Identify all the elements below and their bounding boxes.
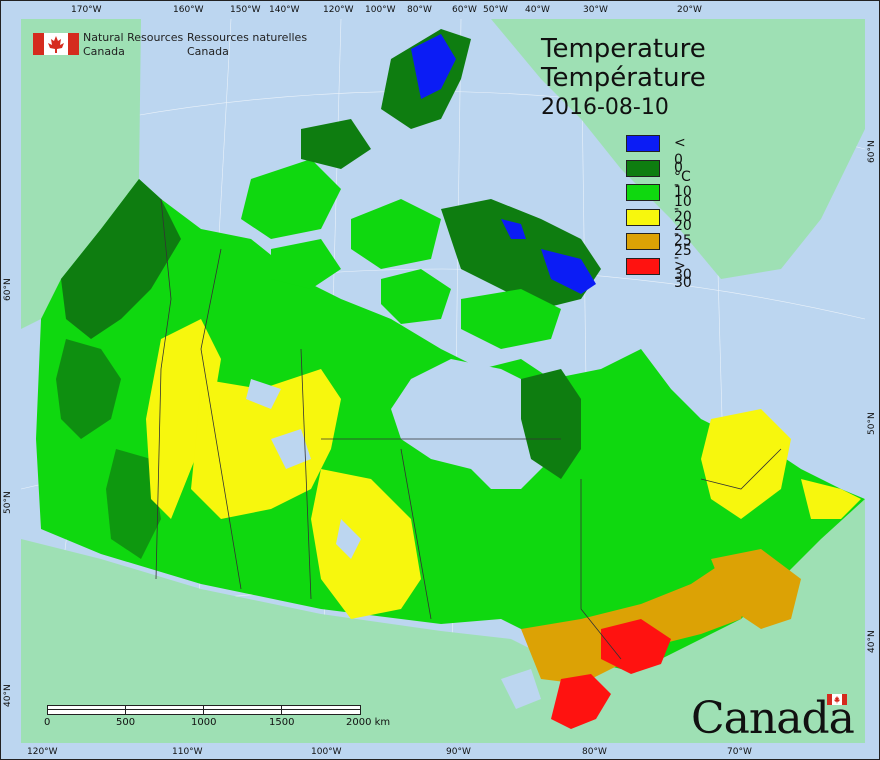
title-date: 2016-08-10 bbox=[541, 95, 669, 120]
alaska-land bbox=[21, 19, 141, 329]
legend-label: 20 - 25 bbox=[674, 208, 692, 259]
scale-label: 500 bbox=[116, 717, 136, 728]
very-hot-red-zones bbox=[551, 619, 671, 729]
map-title: Temperature Température 2016-08-10 bbox=[541, 35, 706, 123]
legend-label: < 0 °C bbox=[674, 135, 691, 185]
scale-segment bbox=[203, 705, 282, 715]
top-lon-label: 150°W bbox=[230, 5, 261, 15]
temperature-map[interactable] bbox=[21, 19, 865, 743]
wordmark-flag-icon bbox=[827, 694, 847, 705]
top-lon-label: 40°W bbox=[525, 5, 550, 15]
legend-swatch bbox=[626, 184, 660, 202]
legend-swatch bbox=[626, 208, 660, 226]
canada-flag-icon bbox=[33, 33, 79, 55]
usa-land bbox=[21, 499, 865, 743]
scale-segment bbox=[125, 705, 204, 715]
left-lat-label: 50°N bbox=[3, 491, 13, 514]
scale-segment bbox=[47, 705, 126, 715]
top-lon-label: 160°W bbox=[173, 5, 204, 15]
agency-name-en-2: Canada bbox=[83, 45, 125, 58]
scale-label: 1000 bbox=[191, 717, 217, 728]
agency-name-fr: Ressources naturelles bbox=[187, 31, 308, 44]
greenland-land bbox=[491, 19, 865, 279]
top-lon-label: 170°W bbox=[71, 5, 102, 15]
legend-label: > 30 bbox=[674, 257, 692, 291]
title-english: Temperature bbox=[541, 34, 706, 64]
bottom-lon-label: 90°W bbox=[446, 747, 471, 757]
left-lat-label: 40°N bbox=[3, 684, 13, 707]
top-lon-label: 100°W bbox=[365, 5, 396, 15]
bottom-lon-label: 120°W bbox=[27, 747, 58, 757]
provincial-borders bbox=[155, 198, 782, 660]
top-lon-label: 30°W bbox=[583, 5, 608, 15]
right-lat-label: 40°N bbox=[867, 630, 877, 653]
west-darkgreen bbox=[56, 179, 181, 559]
scale-segment bbox=[281, 705, 361, 715]
right-lat-label: 50°N bbox=[867, 412, 877, 435]
scale-label: 2000 km bbox=[346, 717, 391, 728]
right-lat-label: 60°N bbox=[867, 140, 877, 163]
top-lon-label: 50°W bbox=[483, 5, 508, 15]
title-french: Température bbox=[541, 63, 706, 93]
legend-swatch bbox=[626, 257, 660, 275]
scale-bar bbox=[47, 705, 361, 715]
lakes bbox=[246, 379, 541, 709]
top-lon-label: 20°W bbox=[677, 5, 702, 15]
left-lat-label: 60°N bbox=[3, 278, 13, 301]
bottom-lon-label: 70°W bbox=[727, 747, 752, 757]
top-lon-label: 60°W bbox=[452, 5, 477, 15]
bottom-lon-label: 110°W bbox=[172, 747, 203, 757]
top-lon-label: 80°W bbox=[407, 5, 432, 15]
top-lon-label: 120°W bbox=[323, 5, 354, 15]
top-lon-label: 140°W bbox=[269, 5, 300, 15]
legend-label: 0 - 10 bbox=[674, 159, 692, 210]
agency-name-fr-2: Canada bbox=[187, 45, 229, 58]
legend-label: 25 - 30 bbox=[674, 233, 692, 284]
cold-patches bbox=[411, 34, 596, 294]
bottom-lon-label: 100°W bbox=[311, 747, 342, 757]
legend-swatch bbox=[626, 159, 660, 177]
agency-name-en: Natural Resources bbox=[83, 31, 184, 44]
scale-label: 0 bbox=[44, 717, 51, 728]
hudson-bay bbox=[391, 359, 561, 489]
scale-label: 1500 bbox=[269, 717, 295, 728]
legend-swatch bbox=[626, 233, 660, 251]
legend-swatch bbox=[626, 135, 660, 152]
bottom-lon-label: 80°W bbox=[582, 747, 607, 757]
legend-label: 10 - 20 bbox=[674, 184, 692, 235]
